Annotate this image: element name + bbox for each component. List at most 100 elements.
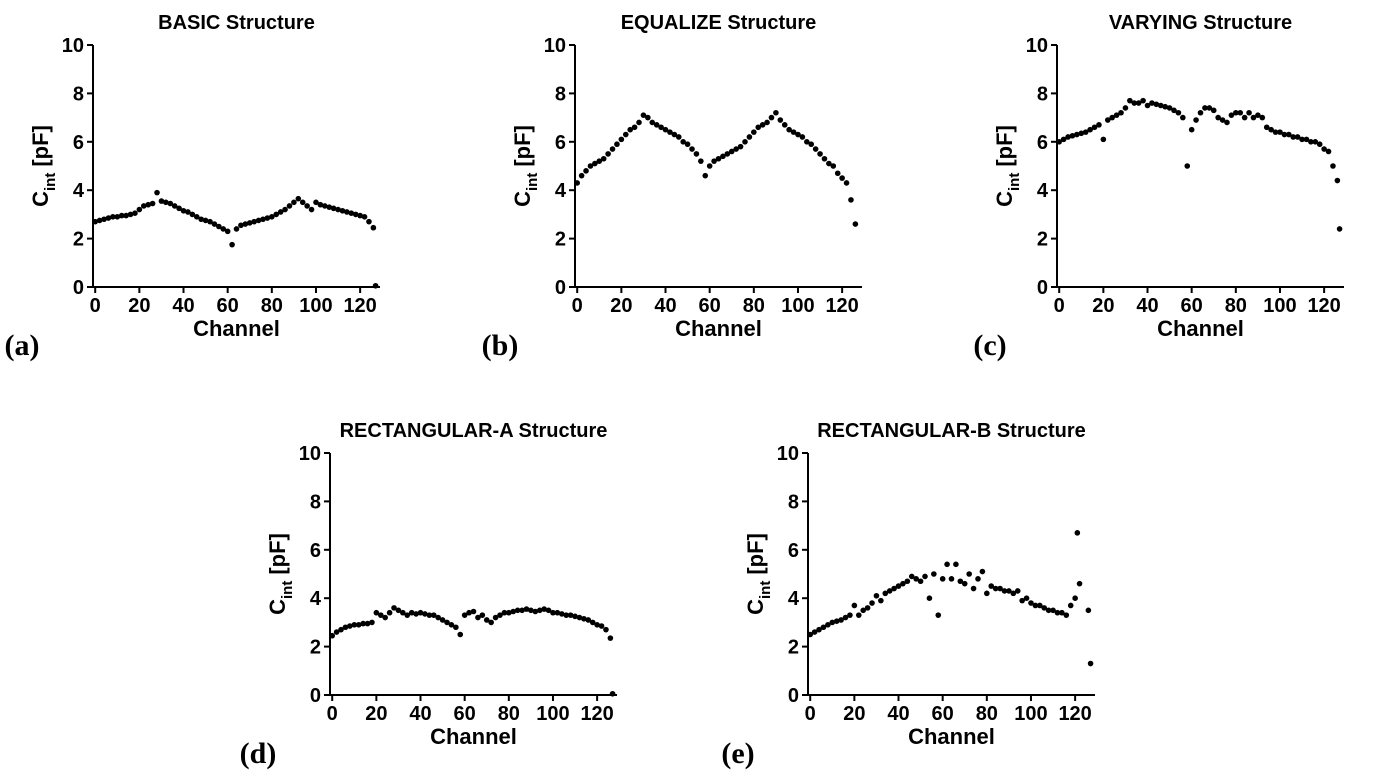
data-point <box>662 126 669 133</box>
data-point <box>422 611 428 617</box>
data-point <box>860 607 866 614</box>
data-point <box>1113 112 1120 118</box>
data-point <box>1277 129 1283 135</box>
data-point <box>645 114 651 121</box>
data-point <box>264 215 271 221</box>
y-label-unit: [pF] <box>265 533 290 575</box>
data-point <box>851 602 858 609</box>
data-point <box>154 189 160 196</box>
data-point <box>360 620 366 627</box>
data-point <box>171 203 178 209</box>
data-point <box>618 136 625 143</box>
data-point <box>1197 109 1204 116</box>
data-point <box>631 124 638 131</box>
y-tick-label: 4 <box>73 180 85 202</box>
data-point <box>163 199 169 206</box>
data-point <box>1325 148 1332 155</box>
data-point <box>812 146 819 152</box>
data-point <box>777 117 784 123</box>
data-point <box>961 580 968 587</box>
data-point <box>1246 109 1252 116</box>
data-point <box>123 212 129 219</box>
data-point <box>233 226 240 232</box>
y-tick-label: 2 <box>555 229 566 251</box>
x-tick-label: 120 <box>1058 703 1091 725</box>
data-point <box>369 619 375 626</box>
data-point <box>1215 114 1221 121</box>
data-point <box>786 126 792 133</box>
data-point <box>1014 588 1021 594</box>
data-point <box>636 119 642 126</box>
y-tick-label: 0 <box>1037 277 1048 299</box>
data-point <box>439 617 446 623</box>
data-point <box>948 576 955 582</box>
data-point <box>1162 103 1168 110</box>
data-point <box>1224 119 1230 126</box>
y-tick-label: 0 <box>555 277 566 299</box>
data-point <box>105 215 112 221</box>
data-point <box>1286 131 1292 138</box>
data-point <box>1157 102 1164 109</box>
x-tick-label: 120 <box>825 295 858 317</box>
y-tick-label: 8 <box>73 83 84 105</box>
data-point <box>246 220 253 226</box>
data-point <box>373 609 380 616</box>
panel-label: (d) <box>240 737 277 770</box>
data-point <box>554 609 561 616</box>
data-point <box>1263 124 1270 131</box>
data-point <box>189 211 196 218</box>
data-point <box>291 199 297 206</box>
data-point <box>587 163 594 169</box>
data-point <box>1045 607 1052 614</box>
data-point <box>1067 602 1074 609</box>
data-point <box>1041 605 1048 611</box>
data-point <box>364 620 371 627</box>
data-point <box>1010 590 1017 597</box>
data-point <box>1330 163 1336 169</box>
data-point <box>864 605 871 611</box>
y-label-subscript: int <box>42 173 59 191</box>
data-point <box>900 580 906 587</box>
x-axis-label: Channel <box>1157 316 1244 341</box>
data-point <box>966 571 972 577</box>
data-point <box>351 622 358 628</box>
data-point <box>344 209 350 215</box>
data-point <box>158 198 165 204</box>
data-point <box>1074 530 1081 536</box>
data-point <box>935 612 942 618</box>
data-point <box>873 592 880 599</box>
data-point <box>1233 109 1239 116</box>
data-point <box>466 609 472 616</box>
data-point <box>453 624 459 631</box>
data-point <box>514 607 521 614</box>
y-tick-label: 0 <box>310 685 321 707</box>
data-point <box>220 226 227 232</box>
data-point <box>202 217 209 224</box>
panel-label: (b) <box>482 329 519 362</box>
y-tick-label: 0 <box>73 277 84 299</box>
data-point <box>640 112 647 118</box>
data-point <box>715 155 722 162</box>
data-point <box>728 148 735 155</box>
data-point <box>1060 136 1067 143</box>
data-point <box>132 210 138 216</box>
data-point <box>1202 105 1208 111</box>
data-point <box>461 612 468 618</box>
data-point <box>333 629 340 635</box>
data-point <box>886 588 893 594</box>
x-tick-label: 40 <box>654 295 676 317</box>
data-point <box>470 608 477 615</box>
data-point <box>680 139 686 145</box>
data-point <box>855 612 862 618</box>
data-point <box>1074 131 1080 138</box>
x-tick-label: 20 <box>610 295 632 317</box>
data-point <box>338 626 344 633</box>
data-point <box>724 151 731 157</box>
data-point <box>1122 105 1129 111</box>
data-point <box>317 201 324 208</box>
data-point <box>773 109 779 116</box>
data-point <box>92 218 99 225</box>
data-point <box>277 209 284 215</box>
data-point <box>386 609 393 616</box>
